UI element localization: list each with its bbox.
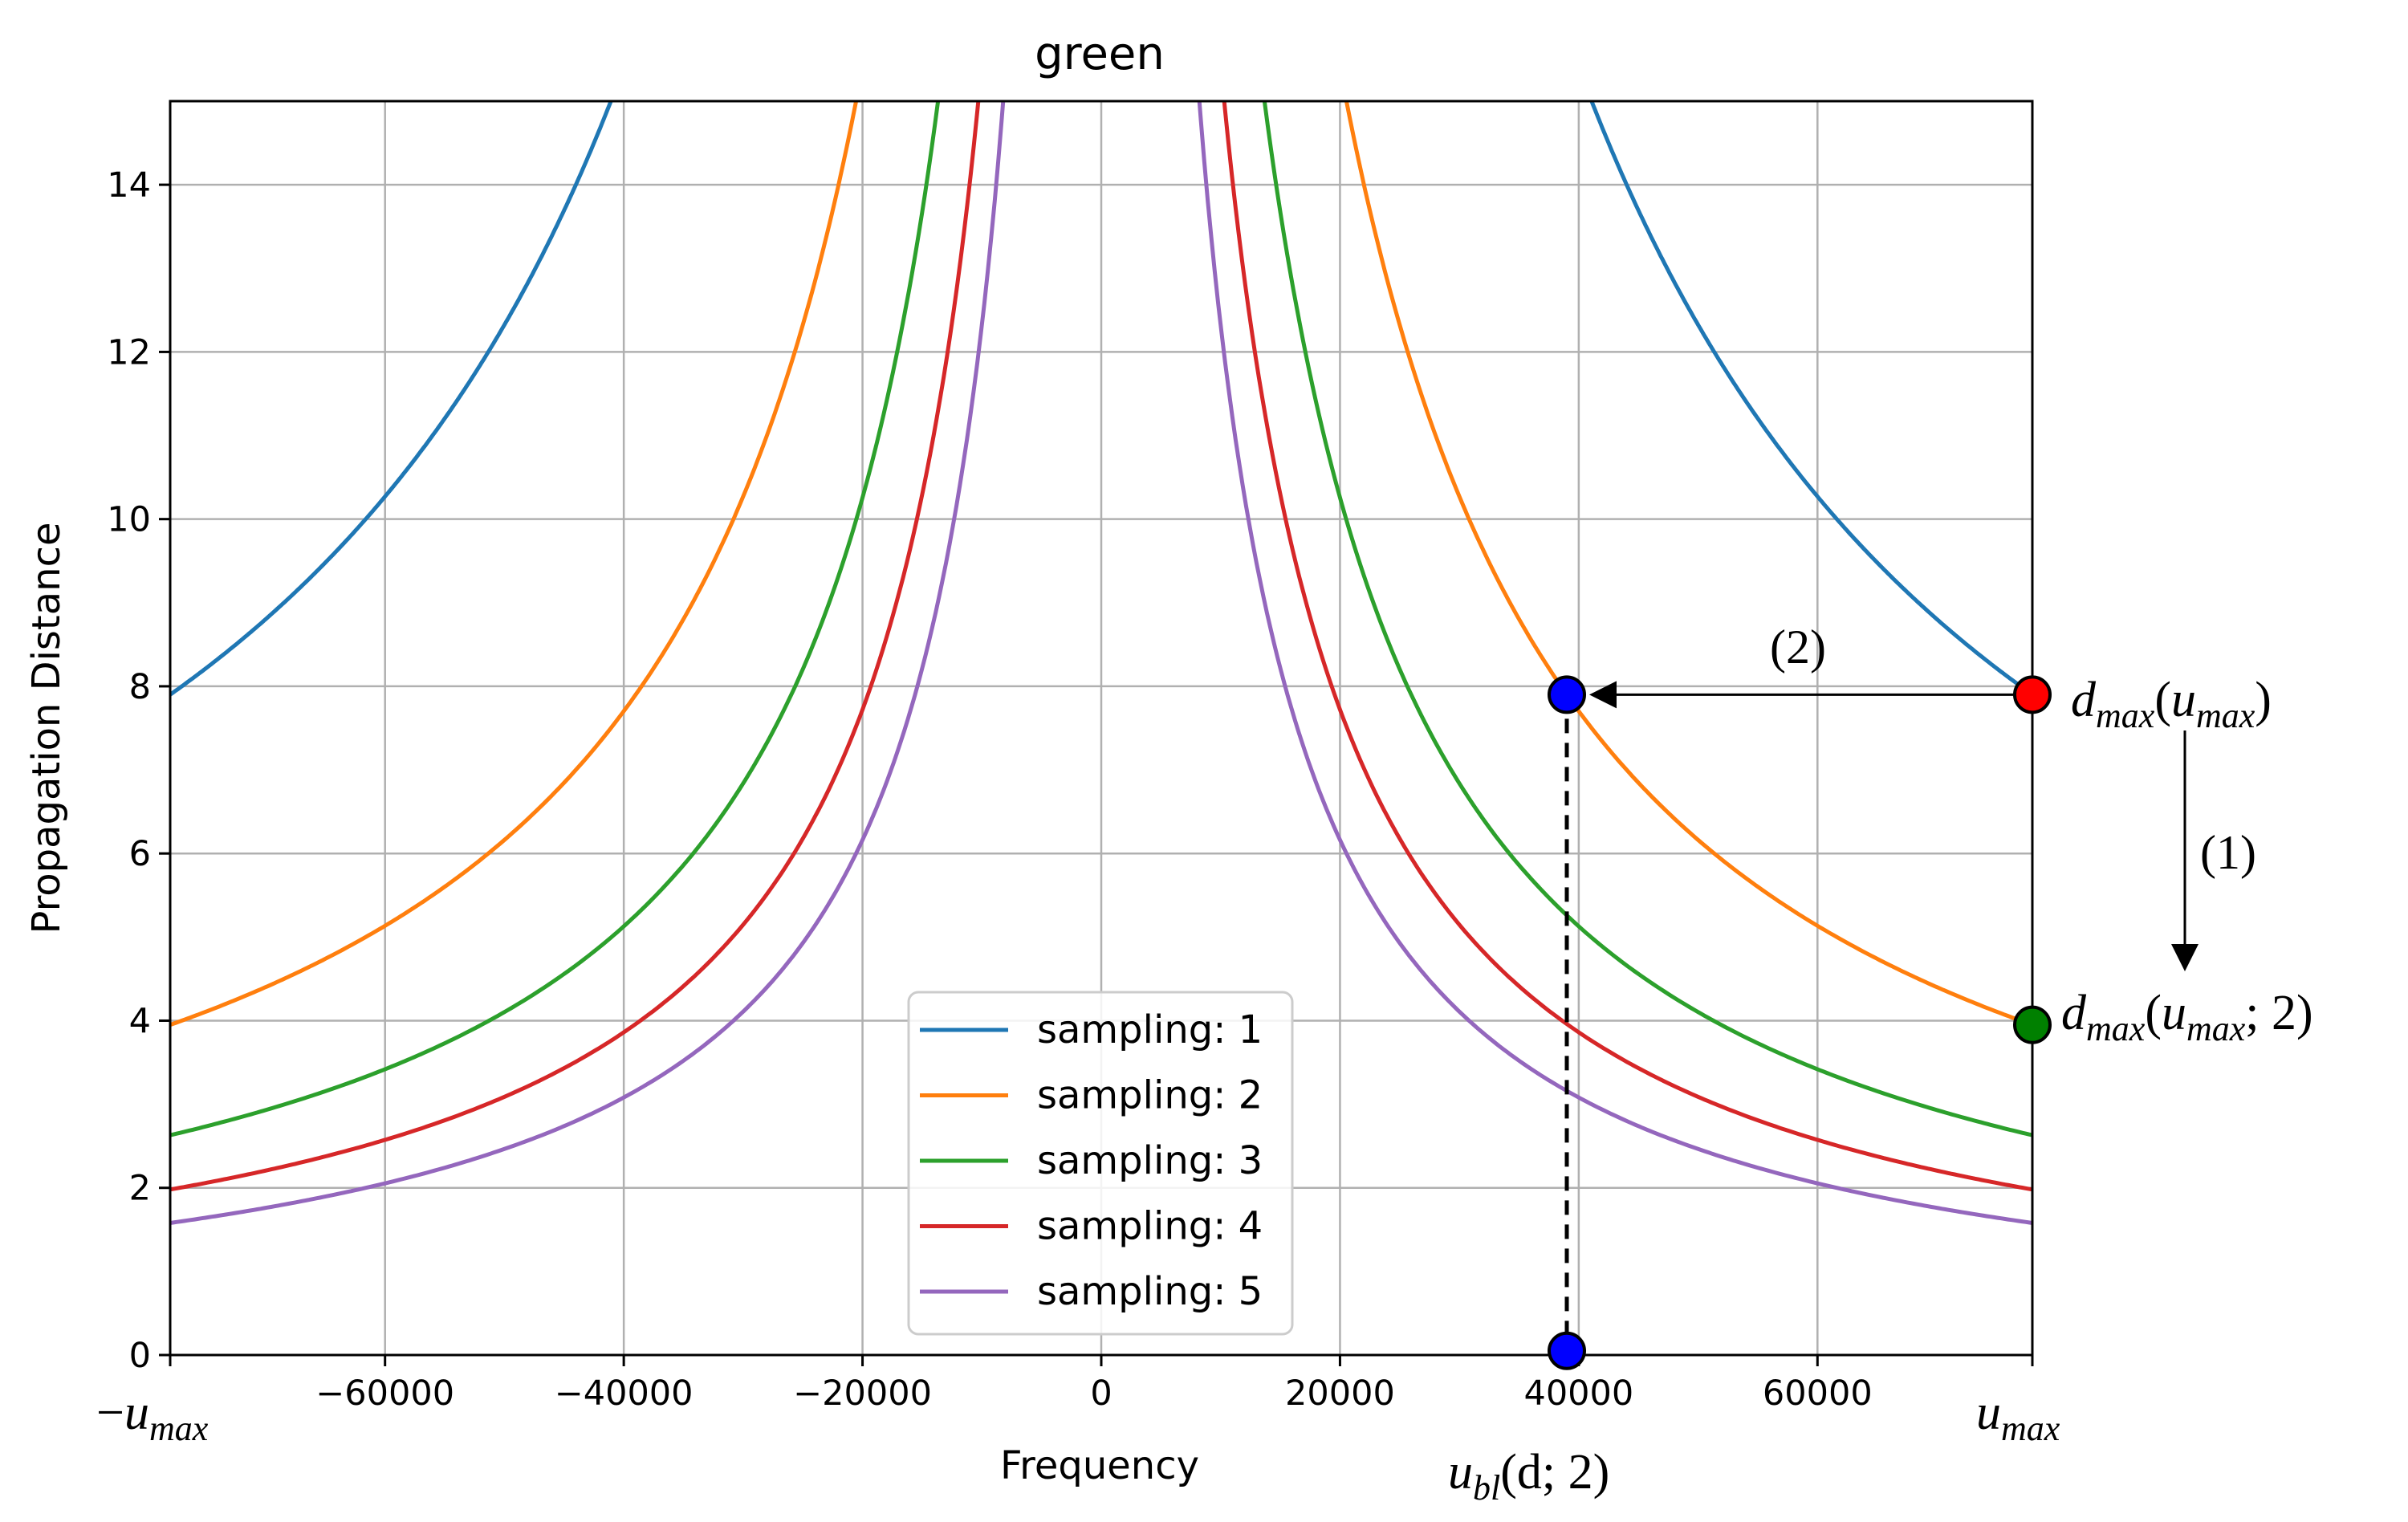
d-max-u-max-label: dmax(umax) bbox=[2071, 673, 2272, 735]
x-tick-label: −40000 bbox=[555, 1373, 694, 1414]
series-line-sampling-4 bbox=[1222, 101, 2032, 1192]
d-max-u-max-2-point bbox=[2013, 1005, 2052, 1044]
series-line-sampling-5 bbox=[1197, 101, 2032, 1225]
x-tick-label: 60000 bbox=[1763, 1373, 1873, 1414]
x-tick-label: −20000 bbox=[793, 1373, 932, 1414]
series-line-sampling-4 bbox=[170, 101, 981, 1192]
curves bbox=[170, 101, 2032, 1225]
series-line-sampling-2 bbox=[1344, 101, 2032, 1028]
legend-entry: sampling: 1 bbox=[1037, 1007, 1263, 1052]
y-tick-label: 6 bbox=[129, 834, 151, 874]
x-ticks: −60000 −40000 −20000 0 20000 40000 60000 bbox=[169, 1355, 2034, 1414]
annotation-points bbox=[1548, 675, 2052, 1370]
y-tick-label: 8 bbox=[129, 667, 151, 707]
y-tick-label: 4 bbox=[129, 1001, 151, 1041]
step1-arrow-head bbox=[2171, 944, 2199, 971]
y-ticks: 0 2 4 6 8 10 12 14 bbox=[107, 165, 170, 1376]
legend-entry: sampling: 5 bbox=[1037, 1269, 1263, 1314]
blue-axis-point bbox=[1548, 1331, 1586, 1370]
d-max-u-max-point bbox=[2013, 675, 2052, 714]
y-tick-label: 0 bbox=[129, 1336, 151, 1376]
series-line-sampling-3 bbox=[170, 101, 941, 1137]
x-tick-label: −60000 bbox=[315, 1373, 454, 1414]
u-max-tick-label: umax bbox=[1976, 1386, 2060, 1448]
step2-arrow-head bbox=[1589, 681, 1617, 709]
y-tick-label: 12 bbox=[107, 332, 151, 372]
neg-u-max-tick-label: −umax bbox=[96, 1386, 209, 1448]
grid bbox=[169, 101, 2034, 1357]
x-tick-label: 0 bbox=[1090, 1373, 1112, 1414]
series-line-sampling-1 bbox=[170, 101, 613, 697]
blue-curve-point bbox=[1548, 675, 1586, 714]
series-line-sampling-5 bbox=[170, 101, 1006, 1225]
annotations: (2) (1) dmax(umax) dmax(umax; 2) ubl(d; … bbox=[96, 621, 2313, 1508]
y-tick-label: 2 bbox=[129, 1169, 151, 1209]
x-tick-label: 40000 bbox=[1523, 1373, 1633, 1414]
step2-label: (2) bbox=[1770, 621, 1826, 674]
x-tick-label: 20000 bbox=[1285, 1373, 1395, 1414]
d-max-u-max-2-label: dmax(umax; 2) bbox=[2061, 986, 2313, 1048]
series-line-sampling-2 bbox=[170, 101, 859, 1028]
legend-box bbox=[907, 991, 1294, 1336]
y-tick-label: 10 bbox=[107, 500, 151, 540]
u-bl-label: ubl(d; 2) bbox=[1448, 1445, 1609, 1508]
legend-entry: sampling: 2 bbox=[1037, 1073, 1263, 1118]
y-axis-label: Propagation Distance bbox=[24, 523, 69, 934]
legend: sampling: 1 sampling: 2 sampling: 3 samplin… bbox=[907, 991, 1294, 1336]
legend-entry: sampling: 4 bbox=[1037, 1204, 1263, 1249]
x-axis-label: Frequency bbox=[1000, 1443, 1199, 1488]
step1-label: (1) bbox=[2200, 826, 2256, 879]
chart-title: green bbox=[1035, 28, 1165, 80]
series-line-sampling-1 bbox=[1589, 101, 2032, 697]
legend-entry: sampling: 3 bbox=[1037, 1138, 1263, 1183]
series-line-sampling-3 bbox=[1262, 101, 2032, 1137]
y-tick-label: 14 bbox=[107, 165, 151, 206]
